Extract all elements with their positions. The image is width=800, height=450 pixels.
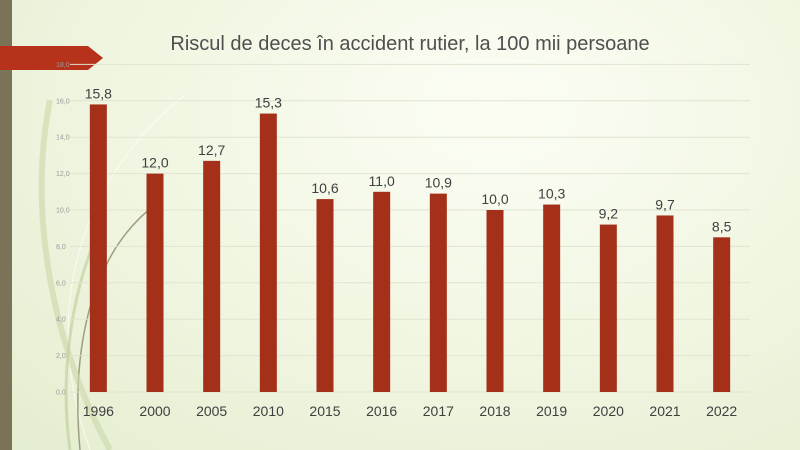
grid-lines bbox=[70, 63, 750, 393]
data-labels: 15,8 12,0 12,7 15,3 10,6 11,0 10,9 10,0 10,3 9,2 9… bbox=[85, 85, 732, 234]
chart-title: Riscul de deces în accident rutier, la 1… bbox=[170, 33, 650, 55]
bar-2021 bbox=[656, 215, 674, 392]
y-tick-label: 6,0 bbox=[56, 280, 66, 287]
y-tick-label: 18,0 bbox=[56, 62, 70, 69]
bar-2005 bbox=[203, 160, 221, 392]
data-label: 10,0 bbox=[481, 191, 508, 207]
data-label: 10,3 bbox=[538, 186, 565, 202]
data-label: 12,0 bbox=[141, 155, 168, 171]
data-label: 15,8 bbox=[85, 85, 112, 101]
y-axis-ticks: 0,0 2,0 4,0 6,0 8,0 10,0 12,0 14,0 16,0 18,0 bbox=[56, 62, 70, 397]
x-tick-label: 2000 bbox=[139, 403, 170, 419]
y-tick-label: 2,0 bbox=[56, 353, 66, 360]
decor-curve-3 bbox=[38, 99, 113, 450]
bar-2018 bbox=[486, 210, 504, 392]
data-label: 12,7 bbox=[198, 142, 225, 158]
bars bbox=[89, 104, 731, 392]
bar-2017 bbox=[429, 193, 447, 392]
data-label: 9,7 bbox=[655, 196, 675, 212]
data-label: 10,9 bbox=[425, 175, 452, 191]
y-tick-label: 12,0 bbox=[56, 171, 70, 178]
x-tick-label: 1996 bbox=[83, 403, 114, 419]
x-tick-label: 2005 bbox=[196, 403, 227, 419]
bar-1996 bbox=[89, 104, 107, 392]
y-tick-label: 16,0 bbox=[56, 98, 70, 105]
bar-2015 bbox=[316, 199, 334, 392]
data-label: 11,0 bbox=[369, 173, 395, 189]
x-tick-label: 2015 bbox=[309, 403, 340, 419]
bar-2022 bbox=[713, 237, 731, 392]
y-tick-label: 4,0 bbox=[56, 317, 66, 324]
x-tick-label: 2018 bbox=[479, 403, 510, 419]
x-tick-label: 2019 bbox=[536, 403, 567, 419]
bar-2016 bbox=[373, 191, 391, 392]
y-tick-label: 14,0 bbox=[56, 135, 70, 142]
bar-2019 bbox=[543, 204, 561, 392]
data-label: 8,5 bbox=[712, 218, 732, 234]
x-tick-label: 2021 bbox=[649, 403, 680, 419]
bar-2000 bbox=[146, 173, 164, 392]
x-axis-labels: 1996 2000 2005 2010 2015 2016 2017 2018 2019 2020… bbox=[83, 403, 738, 419]
decor-curve-1 bbox=[67, 94, 186, 450]
x-tick-label: 2016 bbox=[366, 403, 397, 419]
y-tick-label: 10,0 bbox=[56, 208, 70, 215]
left-accent-bar bbox=[0, 0, 12, 450]
data-label: 10,6 bbox=[311, 180, 338, 196]
x-tick-label: 2017 bbox=[423, 403, 454, 419]
y-tick-label: 0,0 bbox=[56, 390, 66, 397]
x-tick-label: 2022 bbox=[706, 403, 737, 419]
bar-2010 bbox=[259, 113, 277, 392]
data-label: 15,3 bbox=[255, 95, 282, 111]
x-tick-label: 2010 bbox=[253, 403, 284, 419]
bar-2020 bbox=[599, 224, 617, 392]
decor-curve-4 bbox=[64, 239, 97, 450]
x-tick-label: 2020 bbox=[593, 403, 624, 419]
y-tick-label: 8,0 bbox=[56, 244, 66, 251]
data-label: 9,2 bbox=[599, 206, 619, 222]
